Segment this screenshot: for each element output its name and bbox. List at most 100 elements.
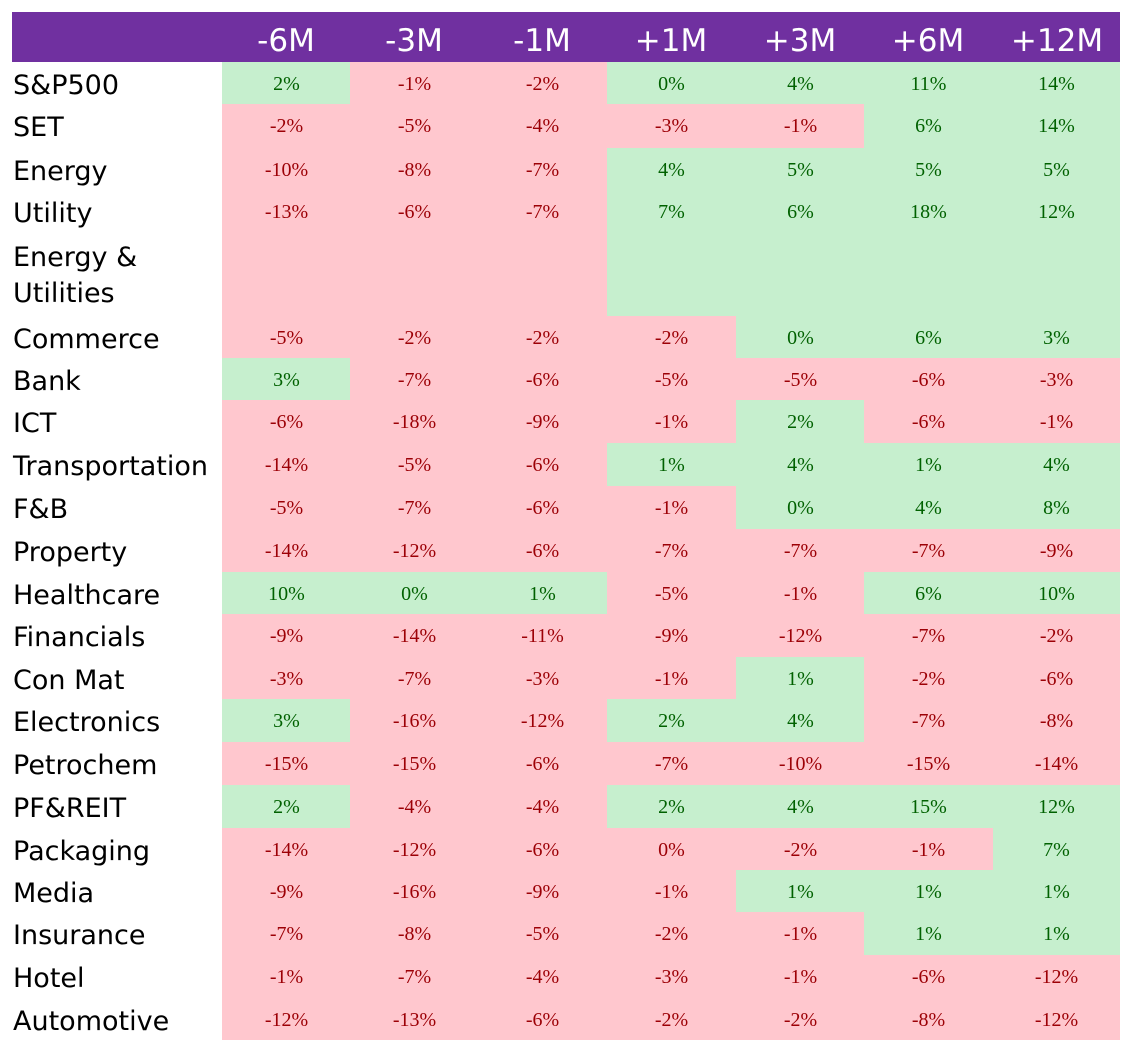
heatmap-cell: 6% <box>736 190 865 232</box>
heatmap-cell: 4% <box>736 62 865 104</box>
row-label: Media <box>13 878 95 909</box>
heatmap-cell: -1% <box>993 400 1120 443</box>
heatmap-cell: -6% <box>478 443 607 486</box>
heatmap-cell: -12% <box>993 955 1120 998</box>
row-label: Energy <box>13 156 108 187</box>
heatmap-cell: -1% <box>607 400 736 443</box>
heatmap-cell: -12% <box>478 699 607 742</box>
row-label: Energy & Utilities <box>13 242 138 309</box>
heatmap-cell: -1% <box>350 62 479 104</box>
heatmap-cell: -8% <box>350 912 479 955</box>
heatmap-cell: -6% <box>478 742 607 785</box>
heatmap-cell: -14% <box>222 529 351 572</box>
row-label: Utility <box>13 198 93 229</box>
heatmap-cell: 0% <box>350 572 479 614</box>
heatmap-cell: -2% <box>478 316 607 358</box>
heatmap-cell: 3% <box>993 316 1120 358</box>
row-label: S&P500 <box>13 70 120 101</box>
heatmap-cell: -7% <box>607 529 736 572</box>
row-label: Transportation <box>13 451 208 482</box>
heatmap-cell: 12% <box>993 190 1120 232</box>
heatmap-cell: -12% <box>350 828 479 870</box>
heatmap-cell: 4% <box>736 785 865 828</box>
heatmap-cell: -1% <box>736 912 865 955</box>
row-label: Property <box>13 537 128 568</box>
heatmap-cell: -6% <box>478 486 607 529</box>
heatmap-cell: 0% <box>607 62 736 104</box>
heatmap-cell: 6% <box>864 104 993 148</box>
heatmap-cell: -8% <box>350 148 479 190</box>
heatmap-cell: -1% <box>736 572 865 614</box>
column-header: +3M <box>763 23 837 59</box>
heatmap-cell: -4% <box>350 785 479 828</box>
row-label: Healthcare <box>13 580 161 611</box>
heatmap-cell: -6% <box>478 998 607 1040</box>
heatmap-cell: -3% <box>478 657 607 699</box>
heatmap-cell: -7% <box>607 742 736 785</box>
heatmap-cell: -1% <box>864 828 993 870</box>
heatmap-cell: -4% <box>478 104 607 148</box>
heatmap-cell: -8% <box>993 699 1120 742</box>
heatmap-cell: -2% <box>607 998 736 1040</box>
row-label: Con Mat <box>13 665 125 696</box>
row-label: Commerce <box>13 324 160 355</box>
heatmap-cell: -13% <box>350 998 479 1040</box>
heatmap-cell: 7% <box>993 828 1120 870</box>
heatmap-cell: 4% <box>993 443 1120 486</box>
heatmap-cell: -7% <box>736 529 865 572</box>
heatmap-cell: 18% <box>864 190 993 232</box>
heatmap-cell: -1% <box>736 955 865 998</box>
heatmap-cell: -7% <box>350 358 479 400</box>
heatmap-cell: -5% <box>607 572 736 614</box>
heatmap-cell: -9% <box>478 400 607 443</box>
heatmap-cell: 14% <box>993 62 1120 104</box>
column-header: -1M <box>513 23 571 59</box>
heatmap-cell: 8% <box>993 486 1120 529</box>
heatmap-cell: -15% <box>222 742 351 785</box>
heatmap-cell: 11% <box>864 62 993 104</box>
heatmap-cell: -15% <box>864 742 993 785</box>
heatmap-cell: -7% <box>350 955 479 998</box>
heatmap-cell: -18% <box>350 400 479 443</box>
heatmap-cell: -1% <box>607 870 736 912</box>
heatmap-cell: 2% <box>736 400 865 443</box>
heatmap-cell: -2% <box>607 316 736 358</box>
heatmap-cell: -2% <box>736 998 865 1040</box>
heatmap-cell: 5% <box>993 148 1120 190</box>
heatmap-cell: -5% <box>350 104 479 148</box>
heatmap-cell: -1% <box>607 657 736 699</box>
row-label: F&B <box>13 494 69 525</box>
heatmap-cell: -2% <box>222 104 351 148</box>
heatmap-cell: -5% <box>350 443 479 486</box>
heatmap-cell: 1% <box>736 657 865 699</box>
heatmap-cell: -2% <box>478 62 607 104</box>
heatmap-cell: -2% <box>736 828 865 870</box>
heatmap-cell: -8% <box>864 998 993 1040</box>
heatmap-cell: -9% <box>607 614 736 657</box>
row-label: Electronics <box>13 707 161 738</box>
heatmap-cell: -14% <box>993 742 1120 785</box>
heatmap-cell: -5% <box>736 358 865 400</box>
row-label: Bank <box>13 366 81 397</box>
heatmap-cell: 5% <box>736 148 865 190</box>
heatmap-cell: -6% <box>864 955 993 998</box>
heatmap-cell: 14% <box>993 104 1120 148</box>
heatmap-cell: 0% <box>736 316 865 358</box>
heatmap-cell: -3% <box>607 104 736 148</box>
heatmap-cell: -5% <box>607 358 736 400</box>
heatmap-cell: 2% <box>222 785 351 828</box>
heatmap-cell: -14% <box>222 443 351 486</box>
heatmap-cell: -5% <box>222 486 351 529</box>
heatmap-cell: 2% <box>607 785 736 828</box>
heatmap-cell: -5% <box>222 316 351 358</box>
heatmap-cell: 10% <box>222 572 351 614</box>
column-header-bar <box>12 12 1120 62</box>
column-header: +6M <box>891 23 965 59</box>
heatmap-cell: -4% <box>478 955 607 998</box>
heatmap-cell: 4% <box>736 699 865 742</box>
heatmap-cell: 1% <box>993 912 1120 955</box>
row-label: Packaging <box>13 836 151 867</box>
heatmap-cell: -3% <box>993 358 1120 400</box>
heatmap-cell: 1% <box>478 572 607 614</box>
heatmap-cell: 4% <box>736 443 865 486</box>
